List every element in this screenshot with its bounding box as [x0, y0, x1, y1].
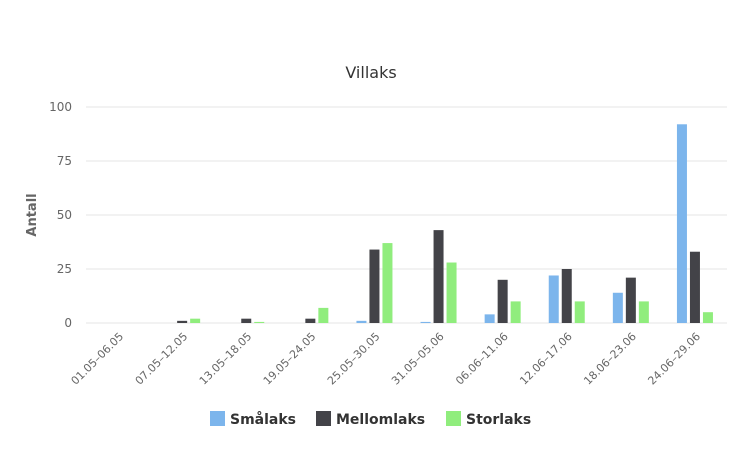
- x-tick-label: 19.05–24.05: [261, 330, 319, 388]
- legend-label: Storlaks: [466, 412, 531, 428]
- legend-label: Smålaks: [230, 411, 296, 428]
- bar-0-9[interactable]: [676, 124, 687, 323]
- x-tick-label: 13.05–18.05: [197, 330, 255, 388]
- bar-1-6[interactable]: [497, 279, 508, 323]
- chart-title: Villaks: [345, 63, 396, 82]
- bar-2-5[interactable]: [446, 262, 457, 323]
- bar-1-2[interactable]: [241, 318, 252, 323]
- x-tick-label: 24.06–29.06: [645, 330, 703, 388]
- x-tick-label: 31.05–05.06: [389, 330, 447, 388]
- x-tick-label: 25.05–30.05: [325, 330, 383, 388]
- y-tick-label: 75: [57, 154, 72, 168]
- x-tick-label: 07.05–12.05: [133, 330, 191, 388]
- bar-2-4[interactable]: [382, 243, 393, 323]
- y-tick-label: 25: [57, 262, 72, 276]
- bar-0-5[interactable]: [420, 321, 431, 323]
- bar-2-6[interactable]: [510, 301, 521, 323]
- x-axis-ticks: 01.05–06.05 07.05–12.05 13.05–18.05 19.05–2…: [69, 330, 704, 388]
- bar-2-7[interactable]: [574, 301, 585, 323]
- bar-1-8[interactable]: [625, 277, 636, 323]
- bar-1-3[interactable]: [305, 318, 316, 323]
- x-tick-label: 06.06–11.06: [453, 330, 511, 388]
- legend-item-2[interactable]: Storlaks: [446, 411, 531, 428]
- legend: Smålaks Mellomlaks Storlaks: [210, 411, 531, 428]
- bar-2-1[interactable]: [190, 318, 201, 323]
- bar-0-6[interactable]: [484, 314, 495, 323]
- bar-2-3[interactable]: [318, 307, 329, 323]
- x-tick-label: 12.06–17.06: [517, 330, 575, 388]
- x-tick-label: 18.06–23.06: [581, 330, 639, 388]
- bar-2-9[interactable]: [702, 312, 713, 323]
- legend-swatch: [210, 411, 225, 426]
- bars: [177, 124, 713, 323]
- y-tick-label: 50: [57, 208, 72, 222]
- y-axis-ticks: 0 25 50 75 100: [49, 100, 72, 330]
- bar-1-7[interactable]: [561, 269, 572, 323]
- y-tick-label: 0: [64, 316, 72, 330]
- bar-0-8[interactable]: [612, 292, 623, 323]
- legend-swatch: [316, 411, 331, 426]
- legend-swatch: [446, 411, 461, 426]
- bar-1-1[interactable]: [177, 320, 188, 323]
- bar-0-7[interactable]: [548, 275, 559, 323]
- legend-item-1[interactable]: Mellomlaks: [316, 411, 425, 428]
- legend-item-0[interactable]: Smålaks: [210, 411, 296, 428]
- x-tick-label: 01.05–06.05: [69, 330, 127, 388]
- bar-0-4[interactable]: [356, 320, 367, 323]
- legend-label: Mellomlaks: [336, 412, 425, 428]
- bar-2-2[interactable]: [254, 321, 265, 323]
- bar-1-5[interactable]: [433, 230, 444, 323]
- bar-2-8[interactable]: [638, 301, 649, 323]
- bar-1-9[interactable]: [689, 251, 700, 323]
- y-tick-label: 100: [49, 100, 72, 114]
- y-axis-label: Antall: [25, 193, 40, 236]
- bar-1-4[interactable]: [369, 249, 380, 323]
